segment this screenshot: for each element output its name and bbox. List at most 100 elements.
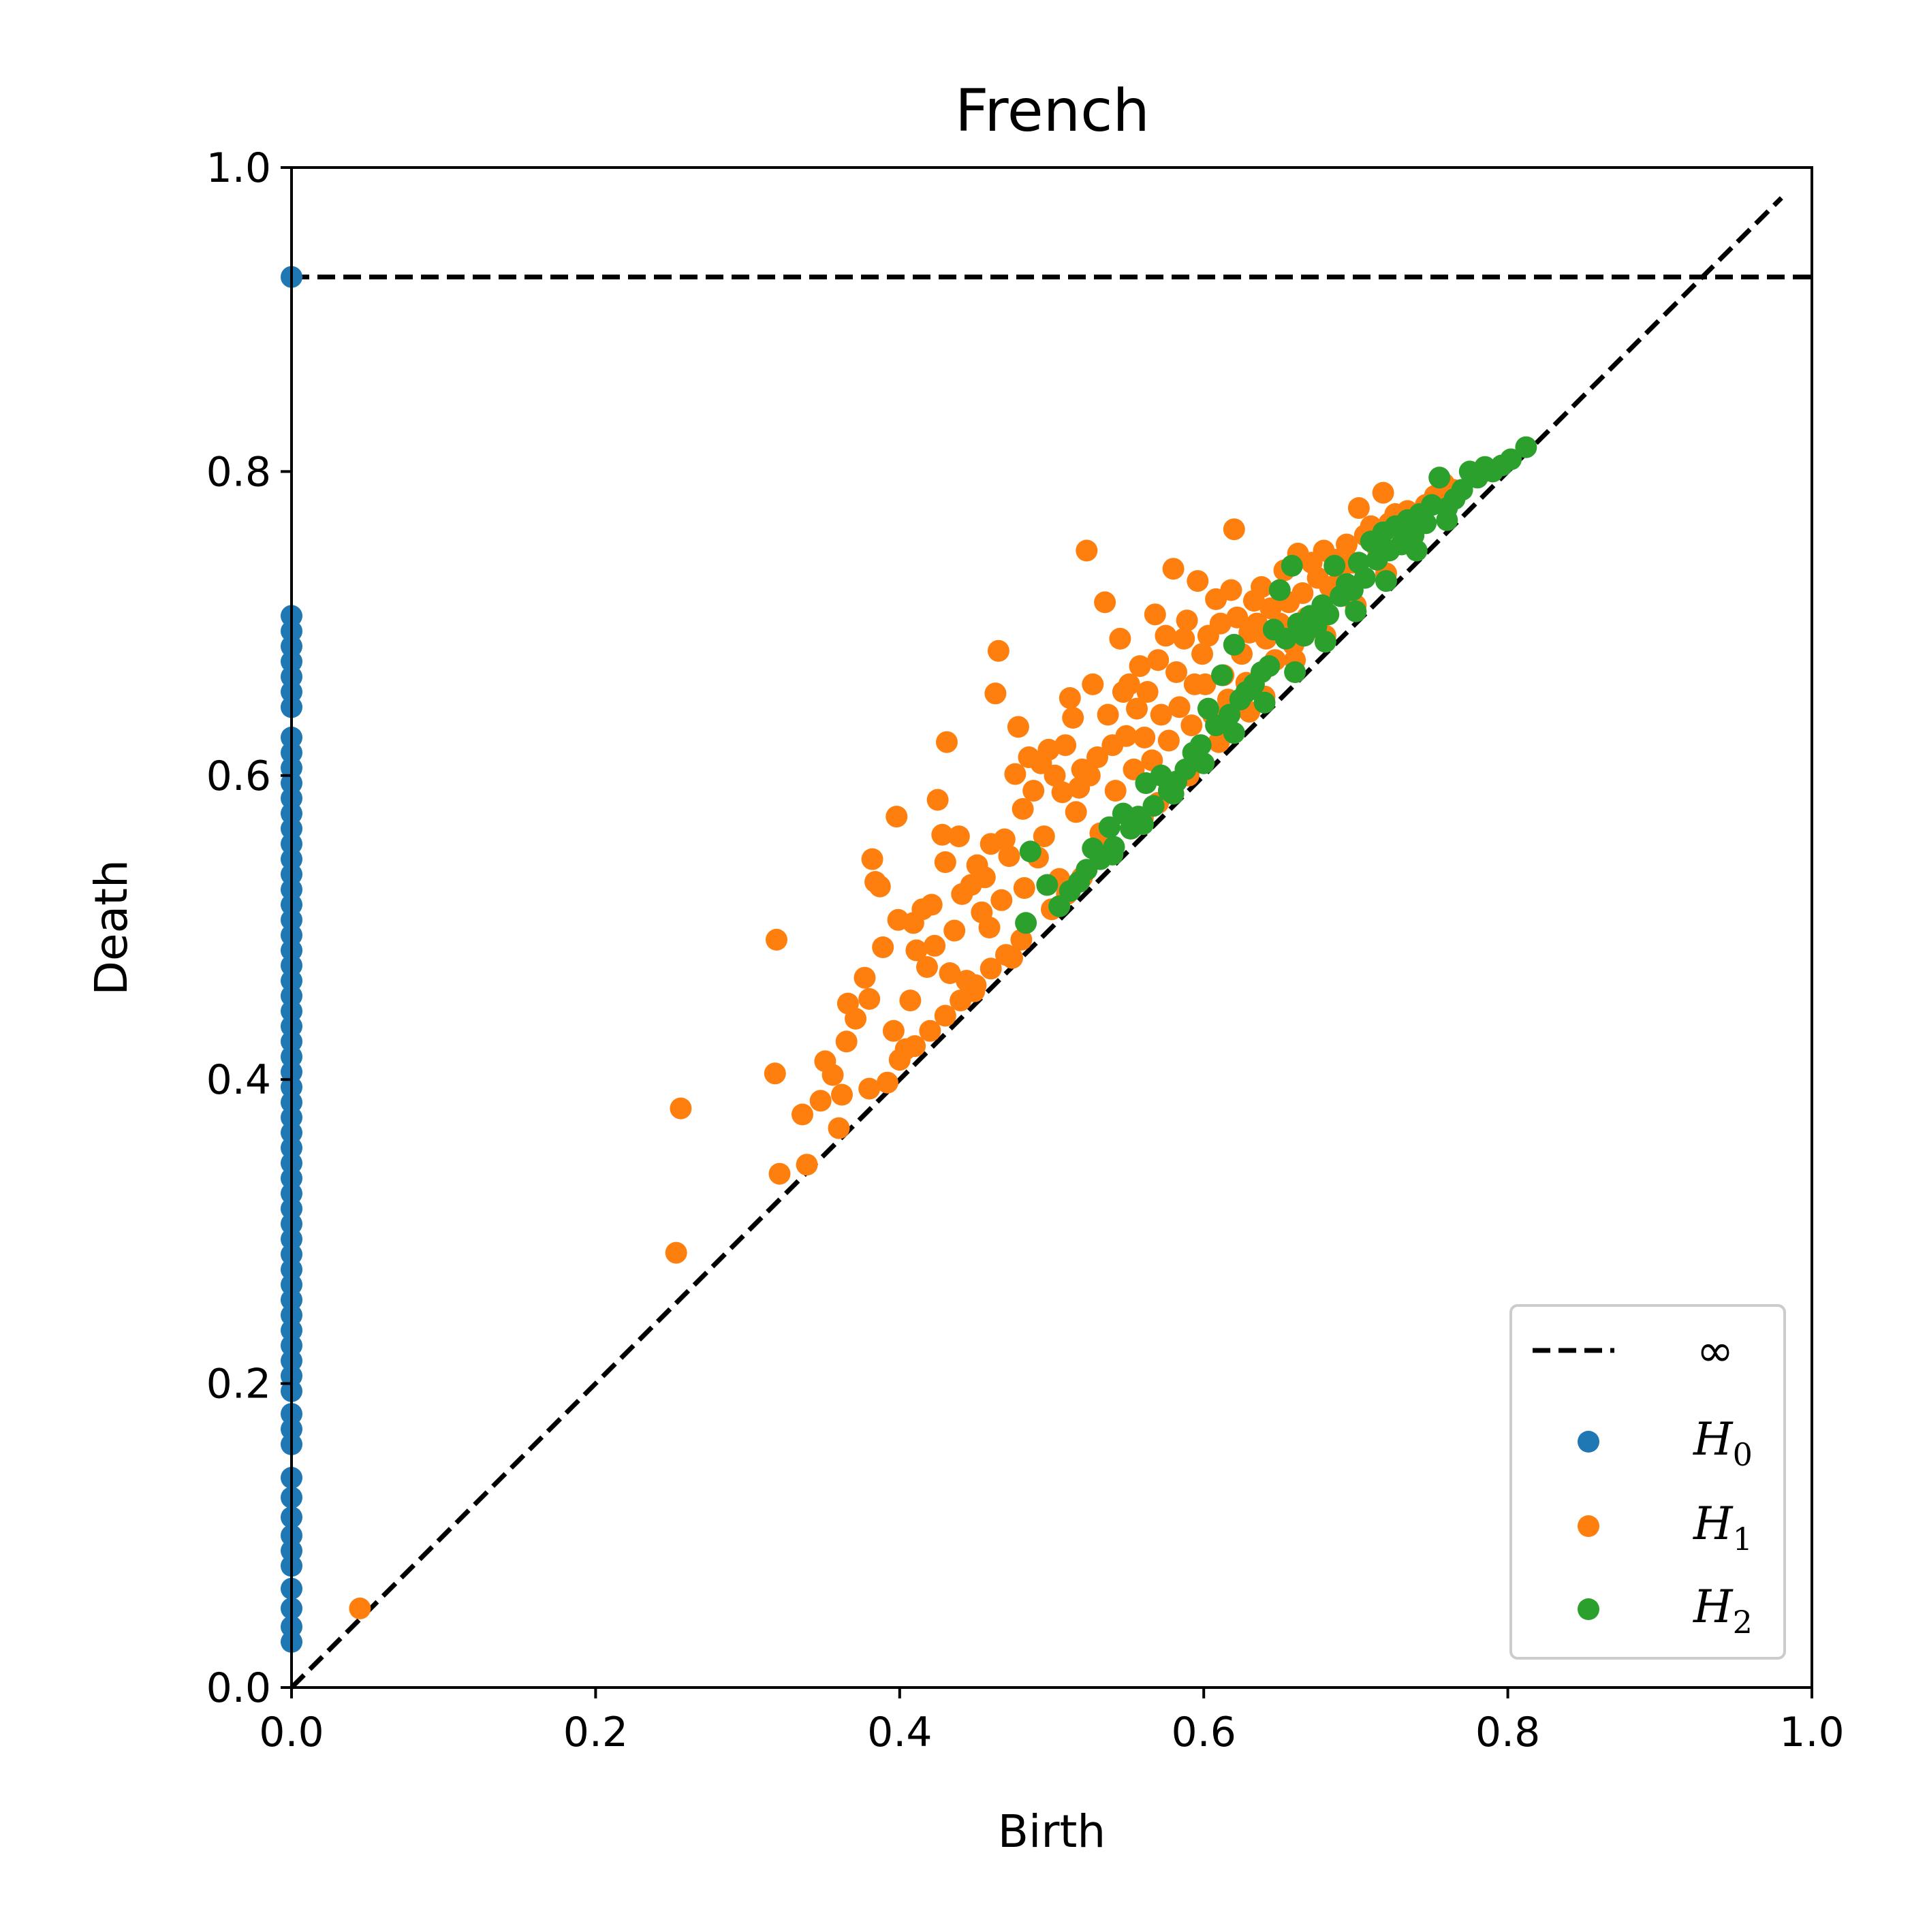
h1-point <box>1118 673 1140 695</box>
h2-point <box>1189 734 1212 757</box>
h1-point <box>950 989 972 1012</box>
h2-point <box>1193 752 1215 774</box>
h1-point <box>1155 624 1177 647</box>
h2-point <box>1323 554 1346 577</box>
h1-point <box>809 1090 832 1112</box>
y-tick-label: 0.6 <box>206 753 271 800</box>
h1-point <box>1136 681 1159 703</box>
h1-point <box>1078 764 1101 787</box>
h2-point <box>1101 843 1124 866</box>
h1-point <box>1144 603 1166 626</box>
h1-point <box>1129 655 1151 678</box>
plot-area <box>289 196 1812 1690</box>
h2-point <box>1258 655 1281 678</box>
h1-point <box>1187 570 1209 592</box>
h1-point <box>1059 687 1081 709</box>
h2-point <box>1019 840 1041 863</box>
h1-point <box>845 1007 867 1030</box>
legend-box <box>1509 1304 1786 1660</box>
h1-point <box>995 944 1017 966</box>
chart-title: French <box>955 77 1150 145</box>
h1-point <box>920 893 943 916</box>
h1-point <box>934 851 956 873</box>
legend: ∞ H0 H1 H2 <box>1509 1304 1786 1660</box>
h2-point <box>1015 912 1037 934</box>
x-tick-label: 0.8 <box>1475 1709 1540 1756</box>
y-tick-label: 0.2 <box>206 1361 271 1408</box>
h2-point <box>1405 539 1428 562</box>
h2-point <box>1515 436 1537 458</box>
h1-point <box>936 731 958 753</box>
h1-point <box>919 1019 941 1042</box>
h2-point <box>1142 795 1165 817</box>
h1-point <box>1347 497 1370 519</box>
x-axis-label: Birth <box>998 1805 1106 1858</box>
h2-point <box>1197 697 1219 720</box>
h1-point <box>1157 729 1180 752</box>
h1-point <box>1220 579 1242 601</box>
h2-point <box>1415 512 1437 535</box>
legend-h2-marker <box>1578 1598 1599 1620</box>
h1-point <box>768 1162 791 1185</box>
h1-point <box>939 962 961 984</box>
h1-point <box>926 789 949 811</box>
h2-point <box>1223 722 1245 744</box>
h1-point <box>1022 780 1045 802</box>
h1-point <box>1097 703 1119 726</box>
h1-point <box>1251 576 1272 598</box>
h1-point <box>1004 763 1027 785</box>
y-tick-label: 0.8 <box>206 448 271 496</box>
h1-point <box>766 928 787 951</box>
h2-point <box>1036 874 1059 896</box>
h1-point <box>1109 627 1131 650</box>
h1-point <box>965 974 987 996</box>
h1-point <box>1173 627 1195 650</box>
h1-point <box>1010 928 1033 951</box>
legend-h0-main: H <box>1693 1413 1734 1466</box>
h1-point <box>1044 764 1066 787</box>
h1-point <box>821 1064 844 1086</box>
h1-point <box>984 682 1007 705</box>
h1-point <box>1062 707 1084 729</box>
axes-frame <box>290 166 1813 1689</box>
h1-point <box>1086 746 1108 768</box>
y-tick-label: 1.0 <box>206 144 271 192</box>
h1-point <box>835 1030 858 1053</box>
h1-point <box>973 866 996 889</box>
h1-point <box>980 957 1002 980</box>
h1-point <box>868 875 891 898</box>
h1-point <box>886 806 908 828</box>
h1-point <box>764 1062 786 1085</box>
h1-point <box>828 1117 850 1139</box>
h1-point <box>1150 703 1172 726</box>
h1-point <box>1226 606 1249 629</box>
h2-point <box>1314 631 1336 653</box>
legend-h1-label: H1 <box>1693 1498 1753 1557</box>
h2-point <box>1500 448 1522 471</box>
h2-point <box>1375 570 1397 592</box>
h2-point <box>1223 633 1245 656</box>
y-tick-label: 0.0 <box>206 1664 271 1712</box>
h1-point <box>1168 696 1191 718</box>
h1-point <box>872 936 894 958</box>
scatter-points <box>281 266 1537 1653</box>
legend-h2-label: H2 <box>1693 1581 1753 1641</box>
legend-h2-sub: 2 <box>1733 1604 1753 1641</box>
h1-point <box>1037 738 1060 761</box>
h1-point <box>1115 725 1138 747</box>
legend-h0-marker <box>1578 1431 1599 1453</box>
h1-point <box>1291 582 1314 604</box>
h1-point <box>665 1241 687 1264</box>
x-tick-label: 0.6 <box>1171 1709 1236 1756</box>
h1-point <box>1194 673 1217 695</box>
h2-point <box>1436 509 1458 531</box>
h1-point <box>1094 591 1116 614</box>
h1-point <box>1336 533 1358 556</box>
h1-point <box>1223 518 1245 541</box>
h2-point <box>1253 691 1276 714</box>
h1-point <box>796 1154 818 1176</box>
h1-point <box>1209 612 1232 635</box>
y-axis-label: Death <box>85 859 138 996</box>
x-tick-label: 0.2 <box>563 1709 628 1756</box>
h1-point <box>1033 825 1055 848</box>
